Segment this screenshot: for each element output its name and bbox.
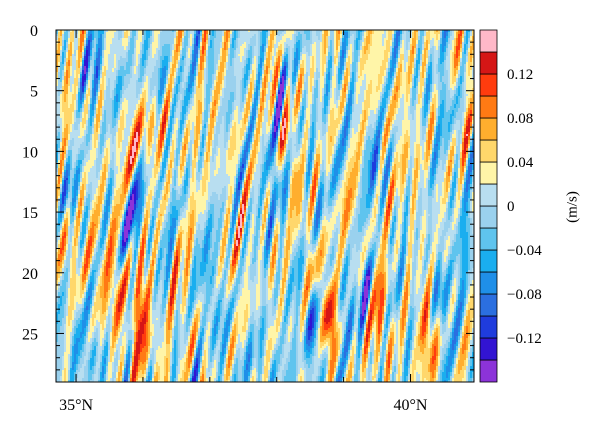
heatmap-field [56,30,474,382]
